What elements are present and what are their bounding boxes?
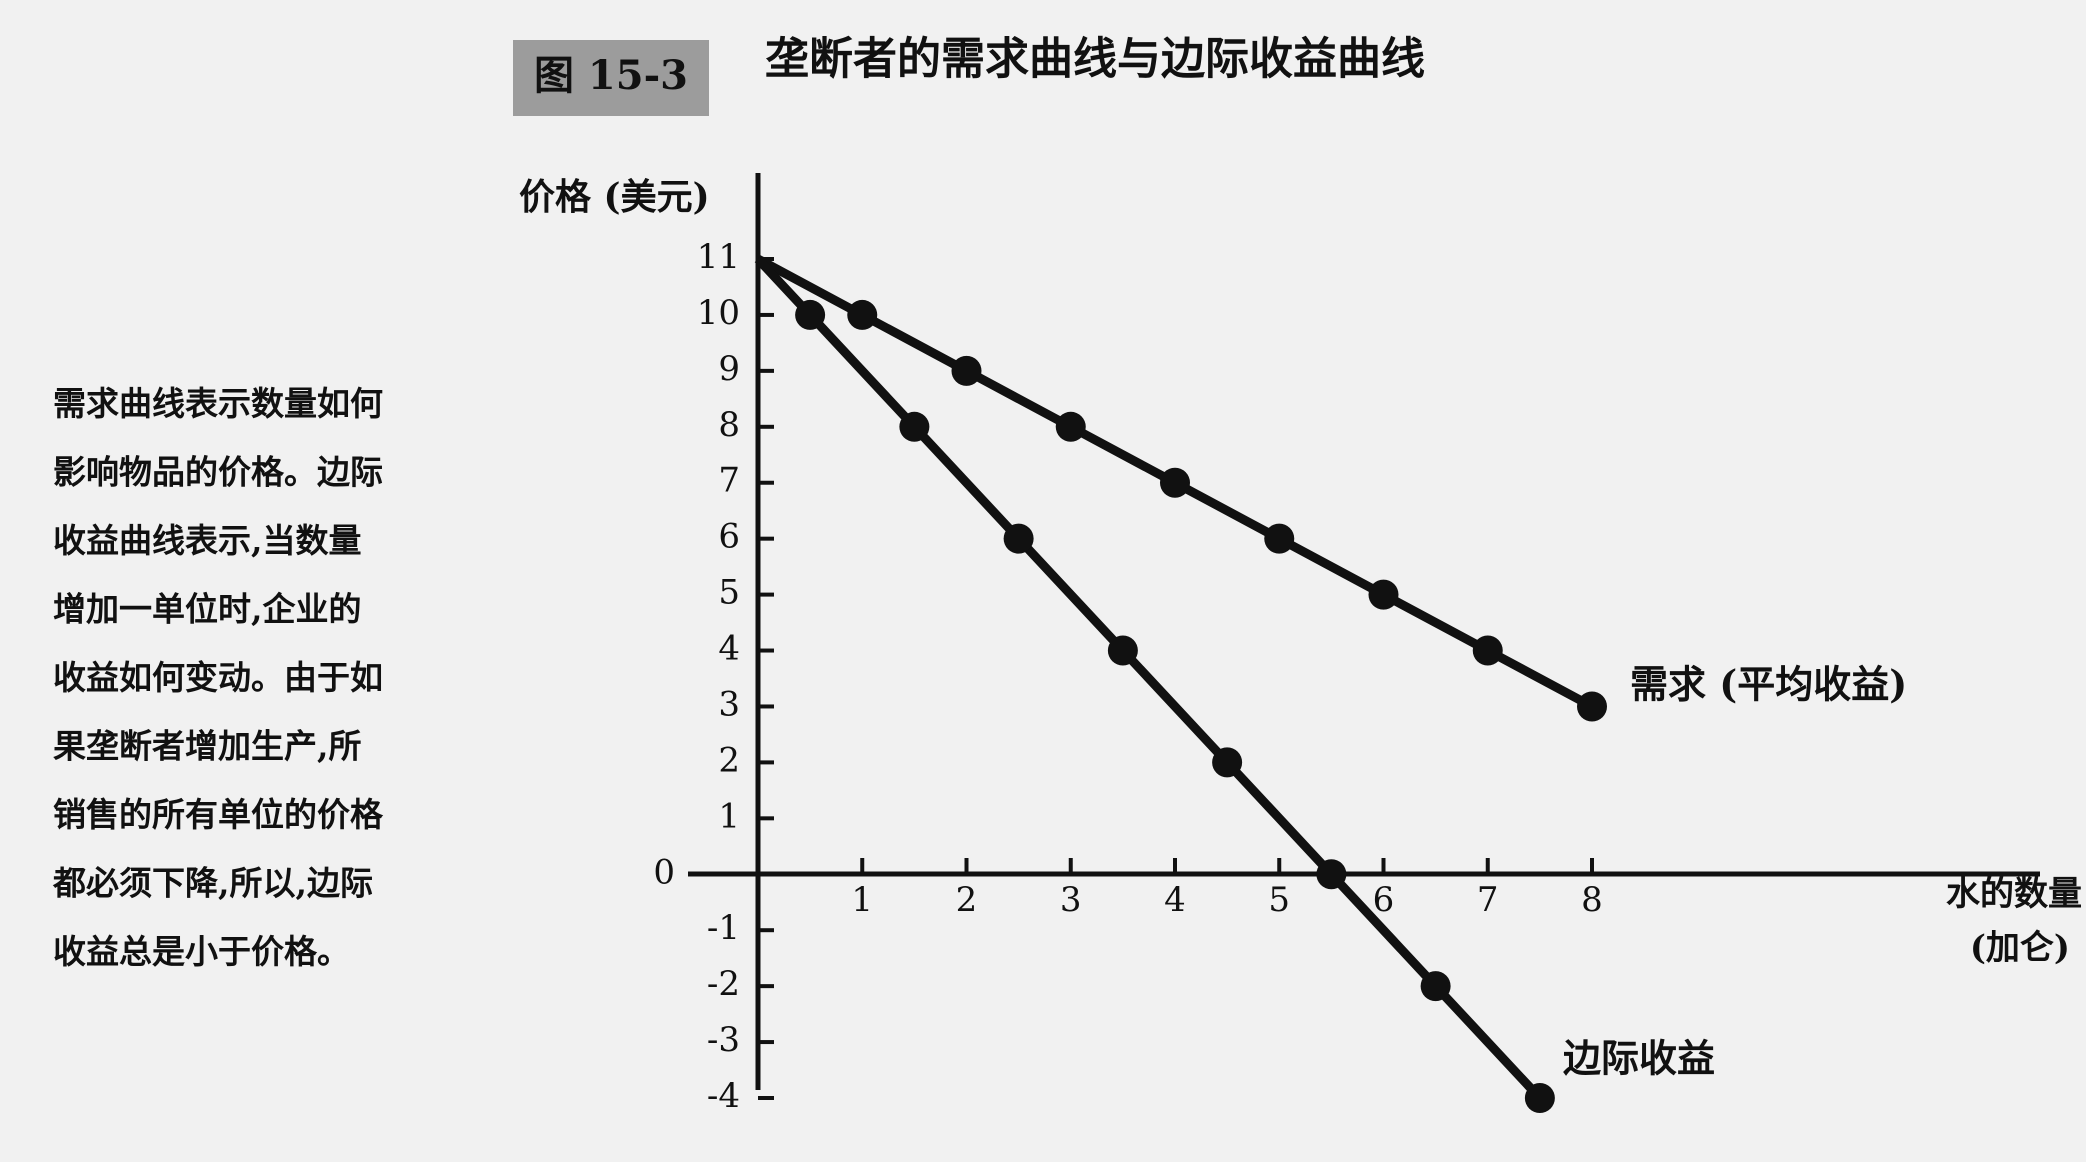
y-tick-label: 2 [718,740,740,780]
caption-line: 收益如何变动。由于如 [53,658,383,697]
data-point [847,299,878,330]
caption-line: 销售的所有单位的价格 [53,795,384,834]
data-point [1003,523,1034,554]
x-tick-label: 5 [1268,880,1290,920]
x-tick-label: 4 [1164,880,1186,920]
caption-line: 收益曲线表示,当数量 [53,521,362,560]
x-tick-label: 2 [956,880,978,920]
caption: 需求曲线表示数量如何影响物品的价格。边际收益曲线表示,当数量增加一单位时,企业的… [52,384,384,971]
y-tick-label: 8 [718,405,740,445]
y-tick-label: -4 [707,1076,740,1116]
y-tick-label: -1 [707,908,740,948]
caption-line: 都必须下降,所以,边际 [52,864,373,903]
data-point [1420,971,1451,1002]
figure-label-box [513,40,709,116]
figure-label: 图 15-3 [534,52,688,99]
y-tick-label: 1 [718,796,740,836]
data-point [1107,635,1138,666]
y-tick-label: -2 [707,964,740,1004]
y-tick-label: 10 [697,293,740,333]
y-tick-label: 3 [718,684,740,724]
caption-line: 收益总是小于价格。 [53,932,350,971]
data-point [1160,467,1190,498]
y-tick-label: 0 [653,852,675,892]
caption-line: 影响物品的价格。边际 [53,453,383,492]
data-point [795,299,826,330]
data-point [1524,1083,1555,1113]
x-axis-label: 水的数量 [1946,874,2082,914]
data-point [899,411,930,442]
data-point [1212,747,1243,778]
x-tick-label: 3 [1060,880,1082,920]
x-tick-label: 6 [1373,880,1395,920]
y-tick-label: -3 [707,1020,740,1060]
data-point [1264,523,1295,554]
x-tick-label: 8 [1581,880,1603,920]
data-point [1316,859,1347,890]
y-tick-label: 6 [718,517,740,557]
x-axis-label: (加仑) [1970,928,2070,968]
data-point [1472,635,1503,666]
data-point [1368,579,1399,610]
series-line [754,255,1544,1102]
data-point [1577,691,1607,722]
series-label: 需求 (平均收益) [1630,662,1907,707]
y-tick-label: 5 [718,573,740,613]
caption-line: 果垄断者增加生产,所 [53,727,362,766]
y-tick-label: 9 [718,349,740,389]
x-tick-label: 7 [1477,880,1499,920]
y-tick-label: 7 [718,461,740,501]
y-tick-label: 11 [697,237,740,277]
data-point [1055,411,1086,442]
series-label: 边际收益 [1563,1036,1715,1081]
x-tick-label: 1 [851,880,873,920]
caption-line: 增加一单位时,企业的 [53,590,362,629]
caption-line: 需求曲线表示数量如何 [53,384,383,423]
y-tick-label: 4 [718,629,740,669]
chart-title: 垄断者的需求曲线与边际收益曲线 [765,34,1425,85]
y-axis-label: 价格 (美元) [519,176,710,218]
data-point [951,355,982,386]
